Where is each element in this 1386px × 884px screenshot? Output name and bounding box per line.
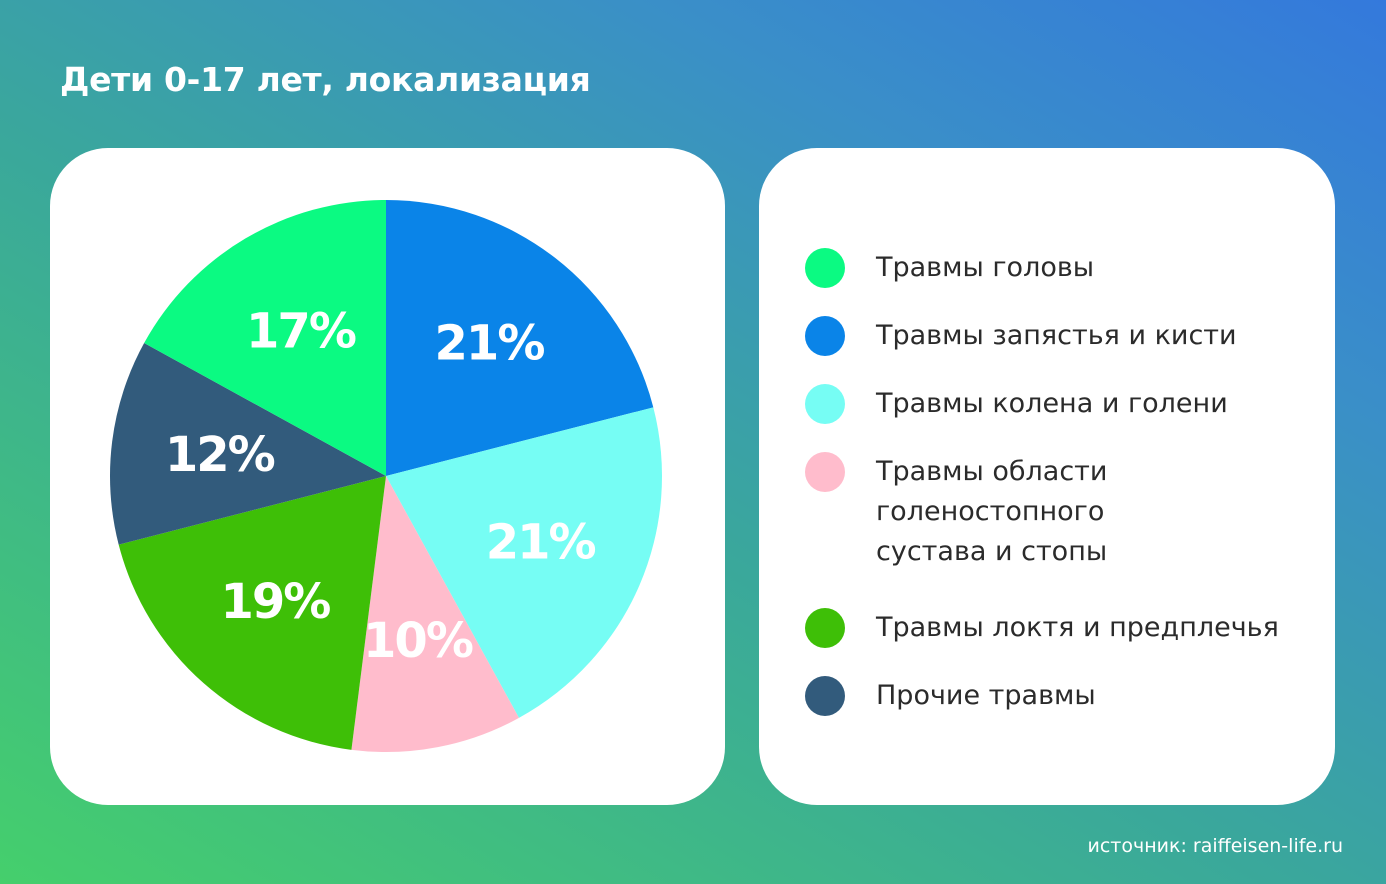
legend-label-line: Травмы запястья и кисти: [876, 320, 1237, 351]
legend-label: Прочие травмы: [876, 676, 1321, 716]
legend-label-line: Травмы области: [876, 456, 1108, 487]
legend-label: Травмы колена и голени: [876, 384, 1321, 424]
legend-card: Травмы головы Травмы запястья и кисти Трав…: [759, 148, 1335, 805]
pie-slice: [386, 407, 663, 718]
legend-label-line: голеностопного: [876, 496, 1105, 527]
pie-slice: [386, 200, 654, 476]
slice-label: 21%: [435, 315, 545, 371]
legend-label: Травмы области голеностопного сустава и ст…: [876, 452, 1321, 572]
slice-label: 17%: [246, 303, 356, 359]
legend-label-line: Травмы головы: [876, 252, 1095, 283]
legend-label: Травмы головы: [876, 248, 1321, 288]
slice-label: 12%: [165, 427, 275, 483]
pie-slice: [144, 200, 386, 476]
legend-swatch: [805, 384, 845, 424]
pie-slice: [118, 476, 386, 750]
legend-label: Травмы локтя и предплечья: [876, 608, 1321, 648]
chart-card: 21% 21% 10% 19% 12% 17%: [50, 148, 725, 805]
slice-label: 10%: [363, 613, 473, 669]
legend-label-line: сустава и стопы: [876, 536, 1108, 567]
legend-swatch: [805, 676, 845, 716]
slice-label: 21%: [486, 515, 596, 571]
legend-swatch: [805, 316, 845, 356]
legend-label-line: Травмы колена и голени: [876, 388, 1228, 419]
legend-swatch: [805, 248, 845, 288]
slice-label: 19%: [220, 574, 330, 630]
pie-chart: 21%21%10%19%12%17%: [110, 200, 663, 752]
pie-slice: [110, 343, 387, 545]
legend-swatch: [805, 452, 845, 492]
legend-label: Травмы запястья и кисти: [876, 316, 1321, 356]
legend-label-line: Травмы локтя и предплечья: [876, 612, 1279, 643]
source-note: источник: raiffeisen-life.ru: [1087, 835, 1343, 857]
pie-slice: [351, 476, 519, 752]
legend-swatch: [805, 608, 845, 648]
legend-label-line: Прочие травмы: [876, 680, 1096, 711]
page-title: Дети 0-17 лет, локализация: [60, 60, 591, 99]
